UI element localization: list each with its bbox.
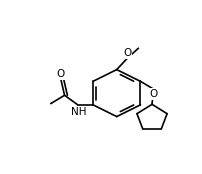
Text: O: O bbox=[123, 48, 131, 58]
Text: O: O bbox=[149, 89, 157, 99]
Text: NH: NH bbox=[70, 107, 86, 117]
Text: O: O bbox=[56, 69, 64, 79]
